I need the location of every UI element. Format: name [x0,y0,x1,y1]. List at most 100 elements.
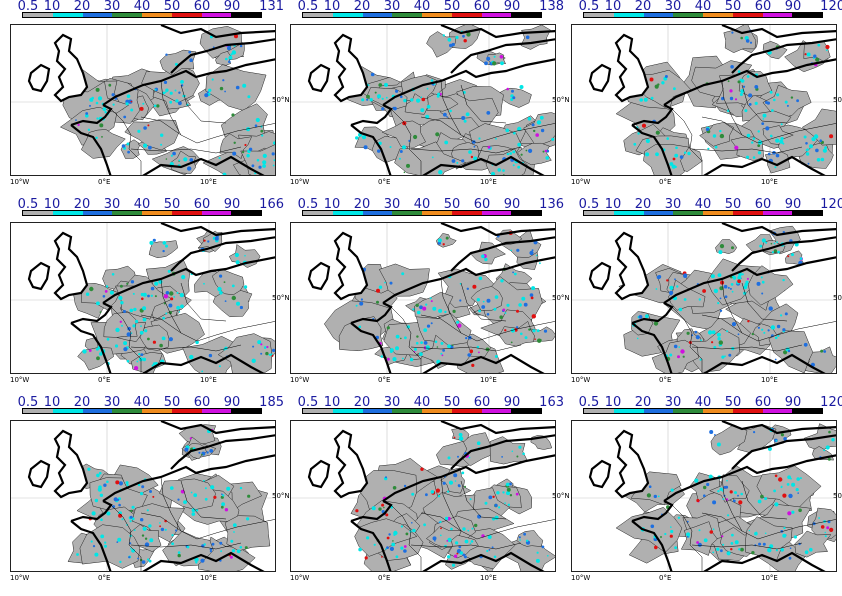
x-tick-label: 10°E [480,376,497,384]
precip-cell [825,44,830,50]
precip-cell [446,116,448,118]
precip-cell [235,260,240,265]
precip-area [520,25,551,50]
precip-cell [131,517,135,521]
precip-cell [413,134,418,140]
precip-cell [673,344,678,349]
precip-cell [89,286,94,292]
coastline [631,500,674,523]
coastline [350,520,392,571]
precip-area [723,25,757,53]
precip-cell [486,549,489,553]
latitude-label: 50°N [833,96,842,104]
precip-cell [507,503,510,506]
precip-cell [741,273,744,276]
colorbar: 0.5 10 20 30 40 50 60 90 131 [18,0,284,20]
precip-cell [400,95,403,99]
precip-cell [152,495,155,498]
precip-cell [211,542,215,546]
country-border [671,306,703,373]
precip-cell [204,93,209,98]
precip-cell [761,238,766,243]
colorbar-segment [23,13,53,17]
precip-cell [787,349,791,353]
precip-cell [764,532,767,535]
precip-cell [719,129,722,133]
precip-cell [224,90,227,93]
precip-cell [649,77,654,82]
precip-cell [154,88,157,91]
precip-area [381,120,426,148]
precip-cell [228,60,231,64]
precip-cell [150,294,153,297]
colorbar-level-label: 10 [43,395,61,410]
coastline [663,58,836,106]
precip-cell [165,312,168,315]
precip-cell [716,547,720,551]
colorbar-level-label: 50 [443,0,461,14]
precip-cell [95,136,98,139]
precip-cell [754,101,758,105]
precip-cell [447,456,451,460]
precip-cell [729,96,734,101]
precip-cell [461,159,465,163]
precip-cell [740,36,743,40]
precip-cell [782,533,787,538]
precip-cell [201,453,203,456]
precip-cell [147,294,150,298]
precip-cell [126,94,131,98]
colorbar-segment [584,409,614,413]
colorbar-level-label: 60 [193,395,211,410]
precip-cell [139,330,144,335]
precip-cell [820,349,824,353]
x-tick-label: 10°W [290,376,310,384]
precip-cell [121,324,123,327]
colorbar-level-label: 30 [664,197,682,212]
precip-area [148,240,178,259]
precip-cell [453,554,458,558]
precip-cell [538,338,542,342]
precip-cell [494,515,499,520]
precip-cell [528,328,531,331]
precip-cell [415,341,419,345]
precip-cell [795,488,799,492]
precip-cell [426,104,431,109]
coastline [382,256,555,304]
colorbar-max-label: 138 [539,0,564,14]
precip-cell [177,551,181,554]
country-border [420,116,462,136]
precip-cell [149,240,154,245]
precip-cell [377,149,381,153]
precip-cell [516,309,519,313]
country-border [701,116,743,136]
coastline [631,520,673,571]
precip-cell [129,542,132,545]
precip-cell [731,31,734,34]
precip-cell [219,86,224,91]
precip-cell [159,525,162,528]
precip-cell [688,341,692,344]
precip-cell [696,541,699,544]
coastline [440,25,555,74]
precip-cell [453,436,456,439]
precip-cell [739,78,743,82]
precip-cell [95,101,99,105]
precip-cell [265,351,269,356]
precip-cell [152,340,156,344]
precip-cell [756,281,761,286]
precip-cell [705,127,710,132]
precip-cell [231,50,237,55]
precip-cell [262,164,266,168]
precip-cell [719,133,725,139]
precip-cell [757,144,761,147]
colorbar-level-label: 0.5 [578,0,600,14]
precip-cell [731,246,734,250]
colorbar-level-label: 90 [784,0,802,14]
precip-cell [169,291,174,296]
precip-cell [525,539,529,542]
precip-cell [273,159,275,162]
precip-cell [400,546,404,550]
precip-cell [532,329,536,333]
precip-cell [219,274,223,278]
precip-cell [673,87,676,91]
